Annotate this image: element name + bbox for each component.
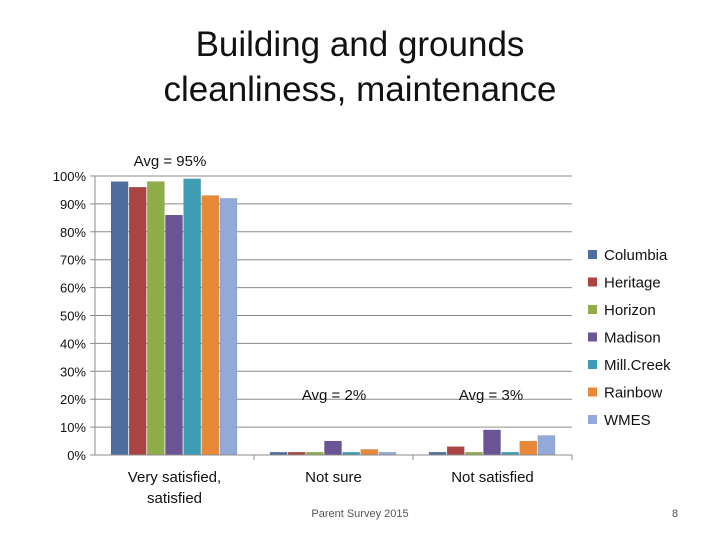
legend-label: Heritage (604, 275, 661, 292)
page-number: 8 (671, 508, 679, 520)
y-tick-label: 20% (60, 392, 86, 407)
bar-horizon (147, 181, 165, 456)
y-tick-label: 10% (60, 420, 86, 435)
bar-heritage (128, 186, 147, 456)
y-tick-label: 90% (60, 197, 86, 212)
y-tick-label: 80% (60, 225, 86, 240)
legend-label: Mill.Creek (604, 357, 671, 374)
avg-annotation: Avg = 95% (134, 153, 207, 170)
footer-text: Parent Survey 2015 (311, 508, 409, 520)
chart-title-line-1: Building and grounds (195, 25, 525, 64)
bar-columbia (110, 181, 129, 456)
legend-label: Rainbow (604, 385, 663, 402)
bar-mill-creek (183, 178, 201, 456)
legend-label: WMES (604, 412, 651, 429)
bar-madison (324, 440, 342, 456)
legend-label: Madison (604, 330, 661, 347)
x-category-label: satisfied (147, 490, 202, 507)
bar-madison (165, 214, 183, 456)
y-tick-label: 30% (60, 364, 86, 379)
legend-label: Horizon (604, 302, 656, 319)
y-tick-label: 70% (60, 253, 86, 268)
y-tick-label: 60% (60, 281, 86, 296)
legend-swatch (588, 360, 597, 369)
y-tick-label: 40% (60, 336, 86, 351)
avg-annotation: Avg = 3% (459, 387, 523, 404)
bar-rainbow (519, 440, 538, 456)
bar-heritage (446, 446, 465, 456)
bar-madison (483, 429, 501, 456)
legend-swatch (588, 332, 597, 342)
legend-swatch (588, 415, 597, 424)
y-tick-label: 50% (60, 309, 86, 324)
avg-annotation: Avg = 2% (302, 387, 366, 404)
chart-title: Building and grounds cleanliness, mainte… (100, 22, 620, 112)
x-category-label: Not sure (305, 469, 362, 486)
bar-rainbow (360, 449, 379, 456)
x-category-label: Very satisfied, (128, 469, 221, 486)
x-category-label: Not satisfied (451, 469, 534, 486)
bar-wmes (537, 435, 556, 456)
y-tick-label: 0% (67, 448, 86, 463)
legend-label: Columbia (604, 247, 668, 264)
y-tick-label: 100% (53, 169, 87, 184)
legend-swatch (588, 250, 597, 259)
bar-rainbow (201, 195, 220, 456)
legend-swatch (588, 277, 597, 287)
bar-wmes (219, 198, 238, 456)
chart-title-line-2: cleanliness, maintenance (163, 70, 557, 109)
legend-swatch (588, 387, 597, 397)
legend-swatch (588, 305, 597, 314)
